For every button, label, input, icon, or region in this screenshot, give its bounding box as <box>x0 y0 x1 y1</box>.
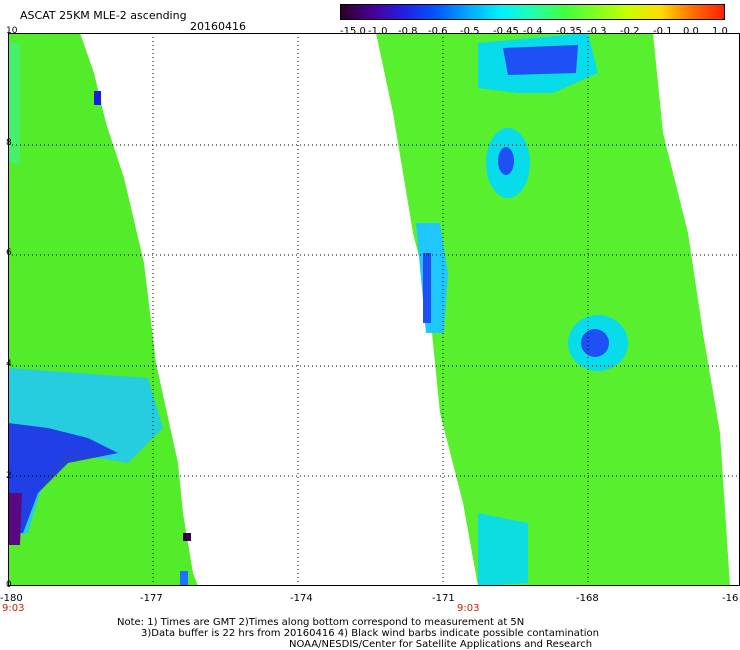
swath-layer <box>8 33 730 586</box>
colorbar-tick-label: -0.45 <box>493 26 519 37</box>
y-tick-label: 6 <box>6 248 12 258</box>
colorbar-tick-label: -0.35 <box>556 26 582 37</box>
swath-feature <box>180 571 188 585</box>
y-tick-label: 10 <box>6 26 18 36</box>
swath-feature <box>183 533 191 541</box>
map-date: 20160416 <box>190 20 246 33</box>
colorbar <box>340 4 725 20</box>
x-tick-label: -16 <box>722 593 739 604</box>
swath-feature <box>503 45 578 75</box>
map-svg <box>8 33 740 586</box>
colorbar-tick-label: -0.1 <box>653 26 673 37</box>
note-line-1: Note: 1) Times are GMT 2)Times along bot… <box>117 617 525 628</box>
note-line-2: 3)Data buffer is 22 hrs from 20160416 4)… <box>141 628 599 639</box>
colorbar-tick-label: 0.0 <box>683 26 699 37</box>
colorbar-tick-label: -0.4 <box>523 26 543 37</box>
colorbar-tick-label: -15.0 <box>340 26 366 37</box>
colorbar-tick-label: -0.2 <box>620 26 640 37</box>
x-tick-label: -168 <box>576 593 599 604</box>
grid-layer <box>8 33 740 586</box>
swath-feature <box>498 147 514 175</box>
x-tick-label: -174 <box>290 593 313 604</box>
time-label: 9:03 <box>2 603 25 614</box>
swath-feature <box>581 329 609 357</box>
y-tick-label: 8 <box>6 138 12 148</box>
map-title: ASCAT 25KM MLE-2 ascending <box>20 9 187 22</box>
x-tick-label: -180 <box>0 593 23 604</box>
swath-feature <box>423 253 431 323</box>
colorbar-tick-label: -0.6 <box>428 26 448 37</box>
colorbar-tick-label: -0.8 <box>398 26 418 37</box>
x-tick-label: -177 <box>140 593 163 604</box>
colorbar-tick-label: 1.0 <box>712 26 728 37</box>
swath-feature <box>94 91 101 105</box>
colorbar-tick-label: -0.5 <box>460 26 480 37</box>
swath-feature <box>8 493 22 545</box>
colorbar-tick-label: -1.0 <box>368 26 388 37</box>
time-label: 9:03 <box>457 603 480 614</box>
x-tick-label: -171 <box>432 593 455 604</box>
y-tick-label: 4 <box>6 359 12 369</box>
map-plot-area <box>8 33 740 586</box>
swath-feature <box>478 513 528 586</box>
y-tick-label: 0 <box>6 580 12 590</box>
note-line-3: NOAA/NESDIS/Center for Satellite Applica… <box>289 639 593 650</box>
colorbar-tick-label: -0.3 <box>587 26 607 37</box>
swath-feature <box>8 43 20 163</box>
swath-feature <box>8 423 118 533</box>
y-tick-label: 2 <box>6 471 12 481</box>
right-swath <box>376 33 730 586</box>
